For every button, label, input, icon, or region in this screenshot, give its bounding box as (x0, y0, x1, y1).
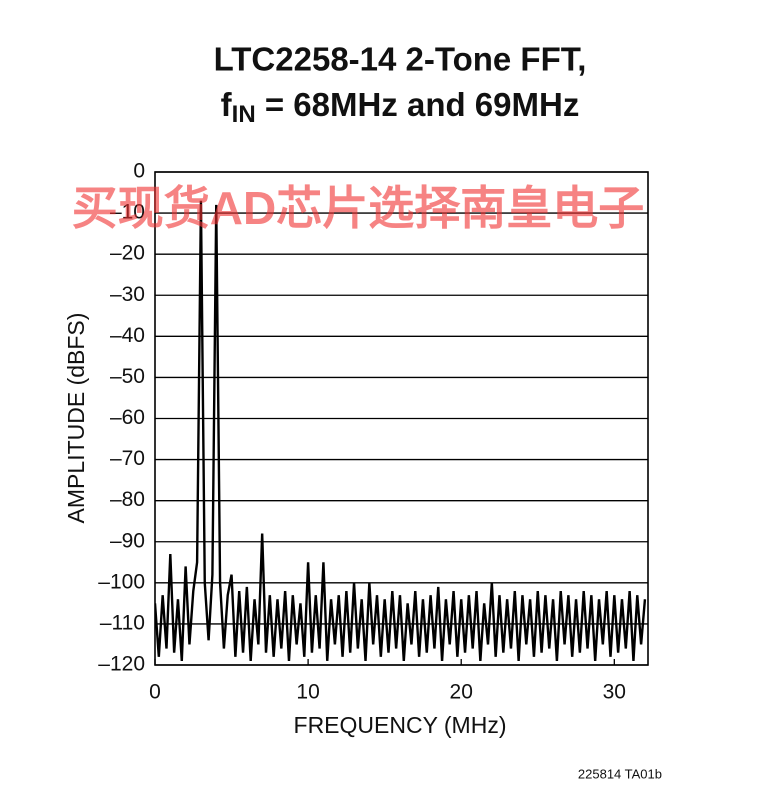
y-tick-label: –80 (110, 488, 145, 511)
y-axis-label: AMPLITUDE (dBFS) (63, 313, 89, 524)
x-tick-label: 20 (450, 681, 473, 704)
y-tick-label: –30 (110, 283, 145, 306)
y-tick-label: –40 (110, 324, 145, 347)
x-axis-label: FREQUENCY (MHz) (294, 712, 507, 738)
subtitle-main: f (221, 86, 233, 123)
y-tick-label: –90 (110, 529, 145, 552)
y-tick-label: 0 (133, 160, 145, 183)
y-tick-label: –100 (98, 570, 145, 593)
x-tick-label: 10 (296, 681, 319, 704)
chart-subtitle: fIN = 68MHz and 69MHz (221, 86, 580, 129)
y-tick-label: –60 (110, 406, 145, 429)
footnote: 225814 TA01b (578, 766, 662, 781)
y-tick-label: –70 (110, 447, 145, 470)
plot-frame (154, 171, 649, 666)
x-tick-label: 0 (149, 681, 161, 704)
fft-line (155, 200, 647, 661)
chart-title: LTC2258-14 2-Tone FFT, (214, 41, 587, 78)
subtitle-rest: = 68MHz and 69MHz (256, 86, 580, 123)
y-tick-label: –50 (110, 365, 145, 388)
y-tick-label: –110 (100, 611, 145, 634)
subtitle-sub: IN (232, 101, 256, 128)
y-tick-label: –20 (110, 242, 145, 265)
x-tick-label: 30 (603, 681, 626, 704)
y-tick-label: –10 (110, 201, 145, 224)
watermark: 买现货AD芯片选择南皇电子 (72, 182, 644, 234)
y-tick-label: –120 (98, 653, 145, 676)
